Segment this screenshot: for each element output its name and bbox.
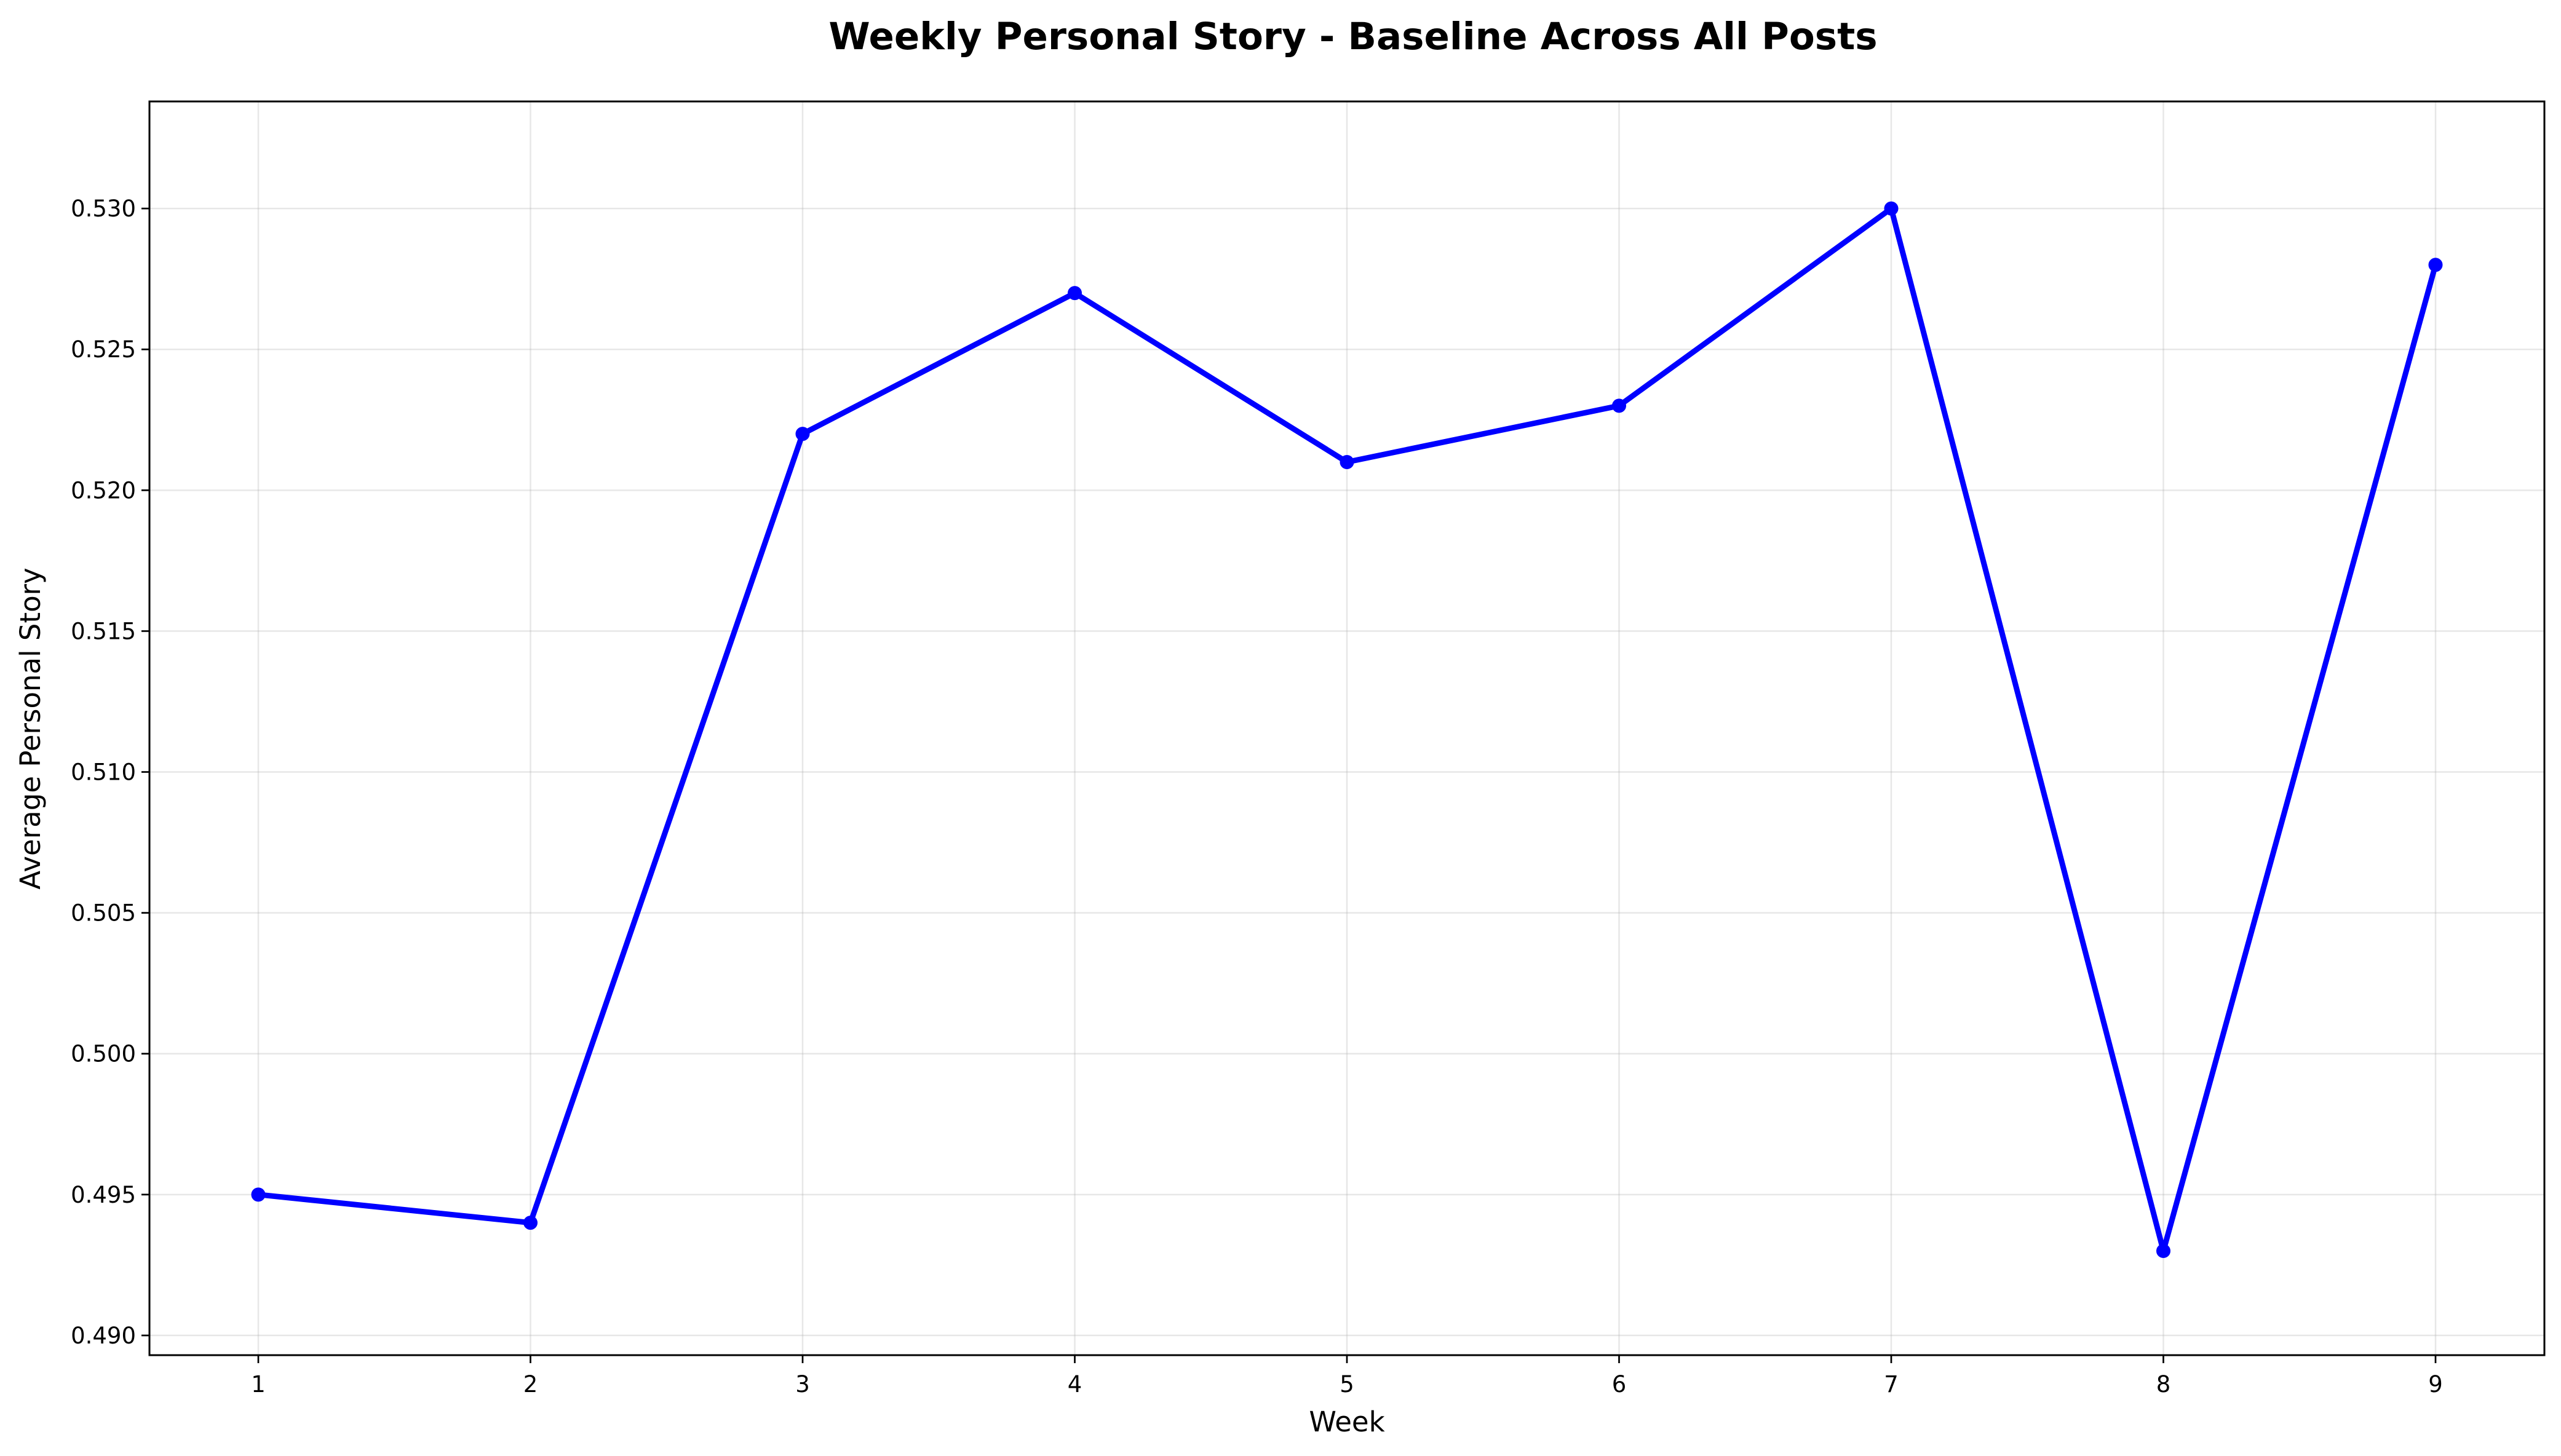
data-point-marker bbox=[2156, 1243, 2170, 1258]
y-tick-label: 0.495 bbox=[71, 1182, 136, 1208]
x-tick-label: 4 bbox=[1068, 1371, 1082, 1398]
axis-ticks: 1 2 3 4 5 6 7 8 9 0.490 0.495 0.500 0.505 0.510 0.515 0… bbox=[71, 196, 2443, 1398]
y-axis-label: Average Personal Story bbox=[14, 568, 47, 890]
data-point-marker bbox=[1340, 454, 1354, 469]
x-tick-label: 9 bbox=[2428, 1371, 2443, 1398]
x-tick-label: 1 bbox=[251, 1371, 266, 1398]
data-point-marker bbox=[251, 1187, 266, 1202]
x-axis-label: Week bbox=[1309, 1406, 1384, 1438]
y-tick-label: 0.490 bbox=[71, 1323, 136, 1349]
x-tick-label: 7 bbox=[1884, 1371, 1899, 1398]
y-tick-label: 0.515 bbox=[71, 618, 136, 644]
y-tick-label: 0.530 bbox=[71, 196, 136, 222]
y-tick-label: 0.525 bbox=[71, 336, 136, 363]
y-tick-label: 0.520 bbox=[71, 477, 136, 504]
data-series bbox=[251, 201, 2443, 1258]
data-point-marker bbox=[523, 1216, 538, 1230]
data-point-marker bbox=[1612, 398, 1626, 413]
data-point-marker bbox=[1884, 201, 1899, 216]
data-point-marker bbox=[2428, 258, 2443, 272]
y-tick-label: 0.510 bbox=[71, 759, 136, 786]
grid-lines bbox=[149, 101, 2544, 1355]
x-tick-label: 3 bbox=[795, 1371, 810, 1398]
chart-title: Weekly Personal Story - Baseline Across … bbox=[828, 15, 1877, 58]
x-tick-label: 5 bbox=[1340, 1371, 1354, 1398]
data-point-marker bbox=[795, 427, 810, 441]
x-tick-label: 8 bbox=[2156, 1371, 2171, 1398]
x-tick-label: 2 bbox=[523, 1371, 538, 1398]
data-point-marker bbox=[1068, 286, 1082, 301]
y-tick-label: 0.500 bbox=[71, 1041, 136, 1067]
y-tick-label: 0.505 bbox=[71, 900, 136, 927]
x-tick-label: 6 bbox=[1612, 1371, 1627, 1398]
